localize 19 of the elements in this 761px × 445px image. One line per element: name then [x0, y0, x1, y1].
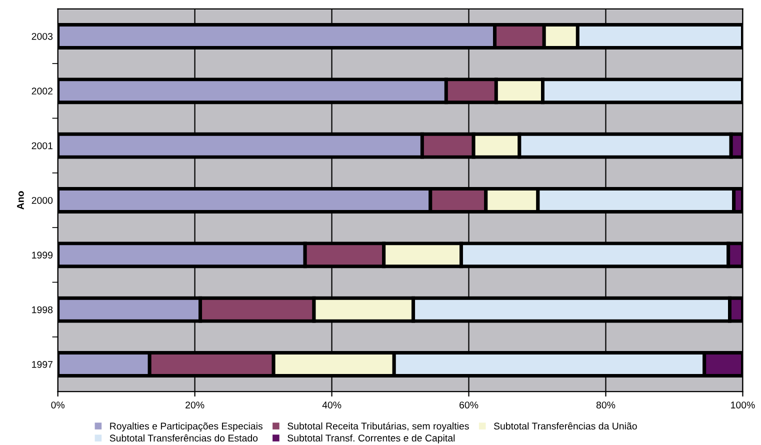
legend-label: Subtotal Transferências da União	[494, 422, 637, 430]
x-tick-label: 40%	[322, 402, 342, 408]
y-tick-label: 1997	[32, 361, 52, 368]
y-tick-label: 1998	[32, 306, 53, 314]
x-tick-label: 80%	[596, 402, 616, 408]
x-tick-label: 100%	[731, 402, 755, 408]
y-tick-label: 1999	[32, 252, 53, 259]
y-axis-title: Ano	[17, 191, 24, 210]
y-tick-label: 2001	[32, 142, 53, 150]
legend-label: Subtotal Receita Tributárias, sem royalties	[288, 422, 469, 432]
legend-label: Royalties e Participações Especiais	[110, 422, 262, 432]
x-tick-label: 20%	[186, 402, 204, 408]
y-tick-label: 2003	[32, 32, 53, 40]
y-tick-label: 2000	[32, 196, 53, 204]
legend-label: Subtotal Transferências do Estado	[110, 434, 258, 442]
y-tick-label: 2002	[32, 88, 52, 95]
legend-label: Subtotal Transf. Correntes e de Capital	[288, 434, 455, 444]
x-tick-label: 60%	[460, 402, 478, 408]
x-tick-label: 0%	[51, 402, 65, 408]
